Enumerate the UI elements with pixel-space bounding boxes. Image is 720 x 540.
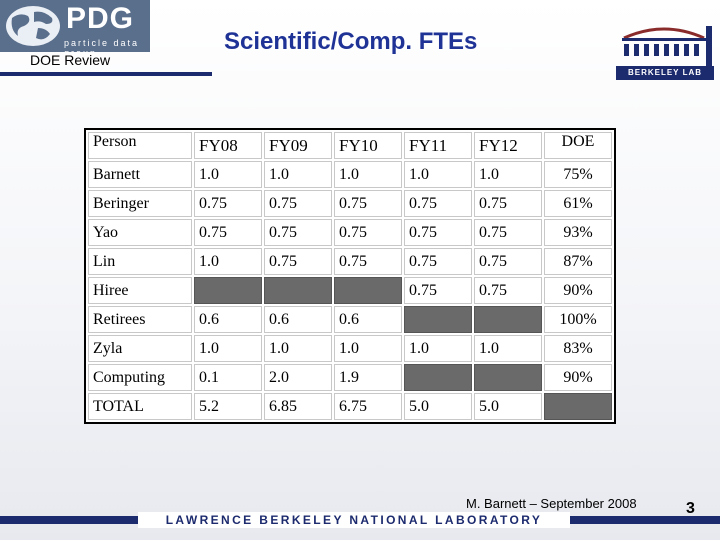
table-cell: 0.75: [264, 219, 332, 246]
table-cell: 5.2: [194, 393, 262, 420]
table-cell: [474, 364, 542, 391]
column-header: FY11: [404, 132, 472, 159]
table-cell: Beringer: [88, 190, 192, 217]
table-cell: [334, 277, 402, 304]
page-title: Scientific/Comp. FTEs: [224, 28, 478, 55]
table-row: Retirees 0.6 0.6 0.6 100%: [88, 306, 612, 333]
pdg-logo-subtitle: particle data group: [64, 38, 140, 58]
table-cell: Hiree: [88, 277, 192, 304]
table-cell: 1.0: [264, 335, 332, 362]
table-cell: Barnett: [88, 161, 192, 188]
header-rule: [0, 72, 212, 76]
table-cell: 1.0: [334, 161, 402, 188]
table-cell: 90%: [544, 364, 612, 391]
table-cell: 83%: [544, 335, 612, 362]
table-row: Zyla 1.0 1.0 1.0 1.0 1.0 83%: [88, 335, 612, 362]
table-cell: 0.75: [404, 219, 472, 246]
table-cell: 0.75: [474, 219, 542, 246]
table-cell: [474, 306, 542, 333]
globe-icon: [6, 6, 60, 46]
table-cell: TOTAL: [88, 393, 192, 420]
column-header: DOE: [544, 132, 612, 159]
table-row: TOTAL 5.2 6.85 6.75 5.0 5.0: [88, 393, 612, 420]
table-cell: 1.0: [404, 335, 472, 362]
table-row: Barnett 1.0 1.0 1.0 1.0 1.0 75%: [88, 161, 612, 188]
table-cell: 0.6: [334, 306, 402, 333]
table-cell: Computing: [88, 364, 192, 391]
table-cell: 0.75: [264, 248, 332, 275]
table-cell: 75%: [544, 161, 612, 188]
table-cell: 1.0: [194, 335, 262, 362]
table-cell: [264, 277, 332, 304]
table-cell: 0.75: [334, 219, 402, 246]
column-header: Person: [88, 132, 192, 159]
table-row: Lin 1.0 0.75 0.75 0.75 0.75 87%: [88, 248, 612, 275]
table-cell: 0.75: [474, 190, 542, 217]
lab-building-icon: [622, 26, 712, 66]
table-cell: Yao: [88, 219, 192, 246]
table-cell: 90%: [544, 277, 612, 304]
page-number: 3: [686, 500, 695, 517]
berkeley-lab-logo-text: BERKELEY LAB: [616, 66, 714, 80]
table-cell: 1.0: [334, 335, 402, 362]
table-cell: Retirees: [88, 306, 192, 333]
table-cell: 0.75: [264, 190, 332, 217]
table-cell: 5.0: [404, 393, 472, 420]
column-header: FY09: [264, 132, 332, 159]
table-cell: 61%: [544, 190, 612, 217]
table-cell: 0.75: [334, 190, 402, 217]
table-cell: 0.75: [194, 219, 262, 246]
table-row: Yao 0.75 0.75 0.75 0.75 0.75 93%: [88, 219, 612, 246]
footer-author-date: M. Barnett – September 2008: [466, 496, 637, 511]
doe-review-label: DOE Review: [30, 52, 111, 68]
table-row: Beringer 0.75 0.75 0.75 0.75 0.75 61%: [88, 190, 612, 217]
column-header: FY08: [194, 132, 262, 159]
table-header-row: Person FY08 FY09 FY10 FY11 FY12 DOE: [88, 132, 612, 159]
table-cell: [404, 306, 472, 333]
table-cell: 0.75: [474, 248, 542, 275]
table-cell: 100%: [544, 306, 612, 333]
table-cell: 1.0: [194, 248, 262, 275]
table-cell: Zyla: [88, 335, 192, 362]
pdg-logo: PDG particle data group: [0, 0, 150, 58]
table-cell: 0.75: [404, 248, 472, 275]
table-cell: 1.0: [264, 161, 332, 188]
table-cell: 1.9: [334, 364, 402, 391]
table-cell: 1.0: [404, 161, 472, 188]
footer-lab-name: LAWRENCE BERKELEY NATIONAL LABORATORY: [138, 512, 570, 528]
table-cell: 0.75: [404, 277, 472, 304]
table-cell: 1.0: [474, 161, 542, 188]
table-cell: 0.75: [334, 248, 402, 275]
table-cell: 0.6: [264, 306, 332, 333]
table-row: Hiree 0.75 0.75 90%: [88, 277, 612, 304]
column-header: FY12: [474, 132, 542, 159]
table-cell: 1.0: [474, 335, 542, 362]
table-cell: 6.85: [264, 393, 332, 420]
table-cell: 0.1: [194, 364, 262, 391]
pdg-logo-text: PDG: [66, 2, 135, 35]
table-cell: Lin: [88, 248, 192, 275]
column-header: FY10: [334, 132, 402, 159]
table-cell: [194, 277, 262, 304]
table-cell: 87%: [544, 248, 612, 275]
table-cell: 0.75: [404, 190, 472, 217]
table-cell: 0.75: [474, 277, 542, 304]
table-cell: 93%: [544, 219, 612, 246]
berkeley-lab-logo: [614, 16, 716, 80]
table-cell: 0.6: [194, 306, 262, 333]
table-cell: 2.0: [264, 364, 332, 391]
table-cell: [544, 393, 612, 420]
table-cell: 6.75: [334, 393, 402, 420]
table-row: Computing 0.1 2.0 1.9 90%: [88, 364, 612, 391]
table-cell: 0.75: [194, 190, 262, 217]
table-cell: 5.0: [474, 393, 542, 420]
table-cell: 1.0: [194, 161, 262, 188]
fte-table: Person FY08 FY09 FY10 FY11 FY12 DOE Barnett 1.0 1…: [84, 128, 616, 424]
table-cell: [404, 364, 472, 391]
